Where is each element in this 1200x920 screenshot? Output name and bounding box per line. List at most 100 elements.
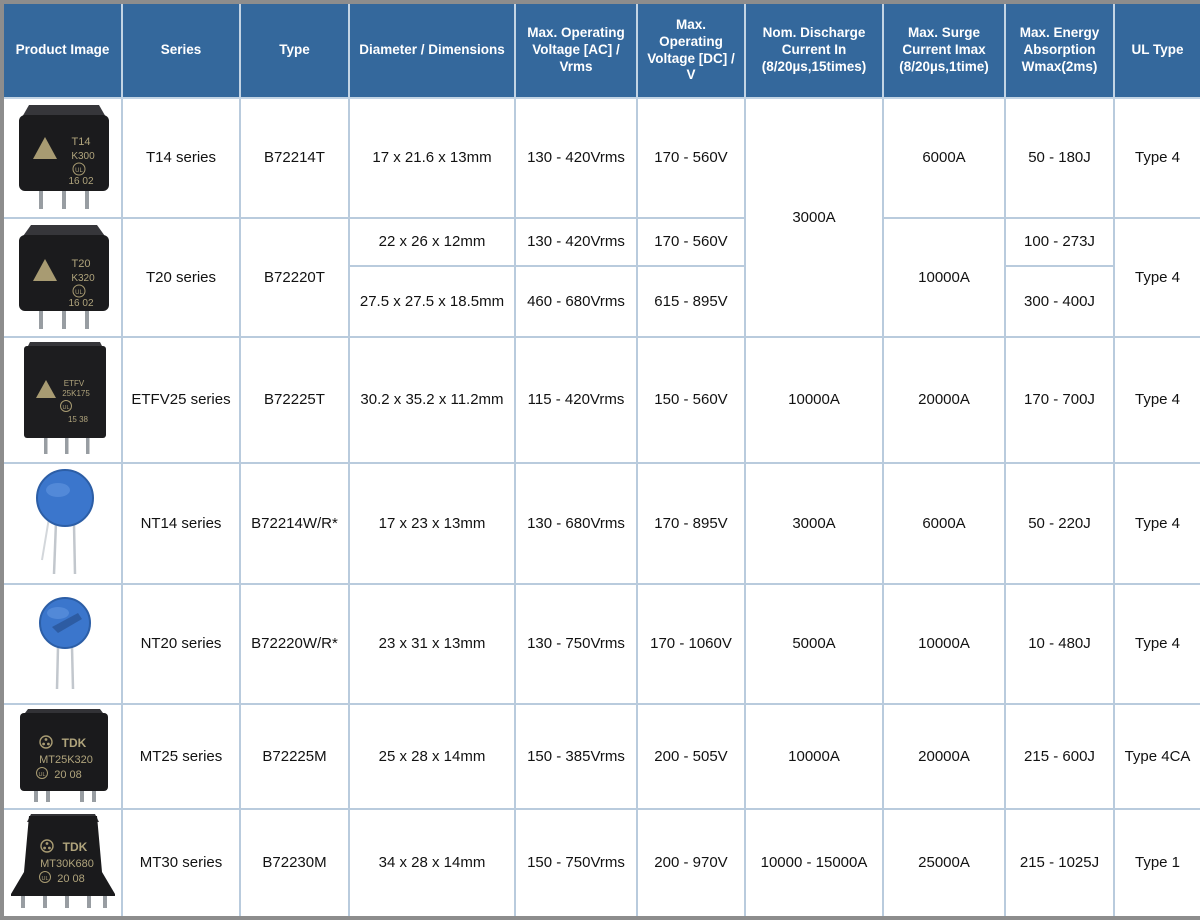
marking-date: 15 38 bbox=[67, 415, 88, 424]
product-image-nt20 bbox=[1, 583, 123, 705]
cell-max-ac-voltage: 150 - 385Vrms bbox=[514, 702, 638, 810]
ul-mark-icon bbox=[35, 766, 48, 779]
t14-component-image: T14 K300 UL 16 02 bbox=[18, 105, 109, 209]
cell-series: T20 series bbox=[121, 216, 241, 338]
marking-code: K320 bbox=[71, 273, 95, 284]
component-lead bbox=[42, 896, 47, 908]
header-surge-current: Max. Surge Current Imax (8/20µs,1time) bbox=[882, 1, 1006, 99]
cell-dimensions: 34 x 28 x 14mm bbox=[348, 808, 516, 919]
table-row-t20-variant2: 27.5 x 27.5 x 18.5mm 460 - 680Vrms 615 -… bbox=[2, 265, 1200, 338]
nt14-component-image bbox=[35, 468, 94, 574]
component-lead bbox=[72, 523, 76, 574]
cell-max-dc-voltage: 170 - 560V bbox=[636, 216, 746, 268]
mt30-component-image: TDK MT30K680 UL 20 08 bbox=[10, 814, 115, 908]
component-lead bbox=[33, 788, 38, 802]
cell-energy-absorption: 50 - 220J bbox=[1004, 461, 1115, 585]
component-lead bbox=[38, 308, 43, 329]
t20-component-image: T20 K320 UL 16 02 bbox=[18, 224, 109, 329]
cell-max-dc-voltage: 170 - 1060V bbox=[636, 583, 746, 705]
tdk-logo bbox=[38, 734, 53, 749]
cell-type: B72214T bbox=[239, 97, 350, 219]
component-lead bbox=[91, 788, 96, 802]
cell-max-ac-voltage: 460 - 680Vrms bbox=[514, 265, 638, 338]
cell-dimensions: 17 x 23 x 13mm bbox=[348, 461, 516, 585]
cell-series: ETFV25 series bbox=[121, 336, 241, 464]
cell-series: T14 series bbox=[121, 97, 241, 219]
disc-reflection bbox=[51, 613, 82, 633]
header-max-ac-voltage: Max. Operating Voltage [AC] / Vrms bbox=[514, 1, 638, 99]
cell-series: NT20 series bbox=[121, 583, 241, 705]
epcos-triangle-logo bbox=[32, 137, 57, 159]
marking-code: MT30K680 bbox=[40, 858, 94, 870]
header-dimensions: Diameter / Dimensions bbox=[348, 1, 516, 99]
product-image-mt25: TDK MT25K320 UL 20 08 bbox=[1, 702, 123, 810]
header-max-dc-voltage: Max. Operating Voltage [DC] / V bbox=[636, 1, 746, 99]
header-ul-type: UL Type bbox=[1113, 1, 1200, 99]
cell-max-ac-voltage: 130 - 750Vrms bbox=[514, 583, 638, 705]
ul-mark-icon bbox=[72, 284, 85, 297]
cell-ul-type: Type 4 bbox=[1113, 336, 1200, 464]
component-body bbox=[23, 346, 106, 438]
cell-energy-absorption: 215 - 1025J bbox=[1004, 808, 1115, 919]
component-lead bbox=[55, 646, 59, 690]
ul-mark-text: UL bbox=[62, 405, 69, 411]
product-image-nt14 bbox=[1, 461, 123, 585]
component-lead bbox=[61, 189, 66, 209]
component-lead bbox=[85, 436, 89, 454]
cell-discharge-current: 3000A bbox=[744, 461, 884, 585]
cell-max-ac-voltage: 130 - 680Vrms bbox=[514, 461, 638, 585]
varistor-disc bbox=[35, 468, 94, 527]
marking-part: T20 bbox=[71, 258, 90, 270]
header-product-image: Product Image bbox=[1, 1, 123, 99]
cell-discharge-current: 10000A bbox=[744, 336, 884, 464]
cell-max-ac-voltage: 115 - 420Vrms bbox=[514, 336, 638, 464]
marking-date: 20 08 bbox=[54, 769, 82, 781]
header-series: Series bbox=[121, 1, 241, 99]
cell-dimensions: 27.5 x 27.5 x 18.5mm bbox=[348, 265, 516, 338]
cell-surge-current: 20000A bbox=[882, 336, 1006, 464]
cell-dimensions: 23 x 31 x 13mm bbox=[348, 583, 516, 705]
marking-part: T14 bbox=[71, 136, 90, 148]
component-lead bbox=[40, 517, 50, 560]
cell-type: B72220W/R* bbox=[239, 583, 350, 705]
cell-max-dc-voltage: 200 - 970V bbox=[636, 808, 746, 919]
component-lead bbox=[84, 308, 89, 329]
ul-mark-icon bbox=[38, 871, 51, 883]
cell-max-ac-voltage: 130 - 420Vrms bbox=[514, 97, 638, 219]
marking-date: 20 08 bbox=[57, 873, 85, 885]
disc-highlight bbox=[45, 482, 70, 497]
cell-surge-current: 6000A bbox=[882, 461, 1006, 585]
table-row-nt14: NT14 series B72214W/R* 17 x 23 x 13mm 13… bbox=[1, 461, 1200, 585]
cell-discharge-current: 10000 - 15000A bbox=[744, 808, 884, 919]
cell-ul-type: Type 4 bbox=[1113, 461, 1200, 585]
cell-surge-current: 25000A bbox=[882, 808, 1006, 919]
marking-date: 16 02 bbox=[68, 298, 93, 309]
component-lead bbox=[64, 896, 69, 908]
table-row-t20-variant1: T20 K320 UL 16 02 T20 series B72220T 22 … bbox=[1, 216, 1200, 338]
marking-code: 25K175 bbox=[62, 389, 90, 398]
table-row-t14: T14 K300 UL 16 02 T14 series B72214T 17 … bbox=[1, 97, 1200, 338]
cell-max-ac-voltage: 150 - 750Vrms bbox=[514, 808, 638, 919]
cell-surge-current: 10000A bbox=[882, 583, 1006, 705]
cell-dimensions: 25 x 28 x 14mm bbox=[348, 702, 516, 810]
component-lead bbox=[84, 189, 89, 209]
component-lead bbox=[45, 788, 50, 802]
cell-discharge-current: 10000A bbox=[744, 702, 884, 810]
ul-mark-text: UL bbox=[38, 772, 45, 778]
cell-type: B72225T bbox=[239, 336, 350, 464]
component-body bbox=[10, 816, 115, 896]
cell-series: NT14 series bbox=[121, 461, 241, 585]
product-image-mt30: TDK MT30K680 UL 20 08 bbox=[1, 808, 123, 919]
component-lead bbox=[43, 436, 47, 454]
cell-energy-absorption: 50 - 180J bbox=[1004, 97, 1115, 219]
cell-max-dc-voltage: 150 - 560V bbox=[636, 336, 746, 464]
table-row-mt30: TDK MT30K680 UL 20 08 MT30 series B72230… bbox=[1, 808, 1200, 919]
component-lead bbox=[20, 896, 25, 908]
header-type: Type bbox=[239, 1, 350, 99]
cell-discharge-current: 5000A bbox=[744, 583, 884, 705]
tdk-logo bbox=[39, 839, 54, 853]
cell-max-dc-voltage: 170 - 895V bbox=[636, 461, 746, 585]
marking-part: ETFV bbox=[63, 379, 84, 388]
component-lead bbox=[64, 436, 68, 454]
